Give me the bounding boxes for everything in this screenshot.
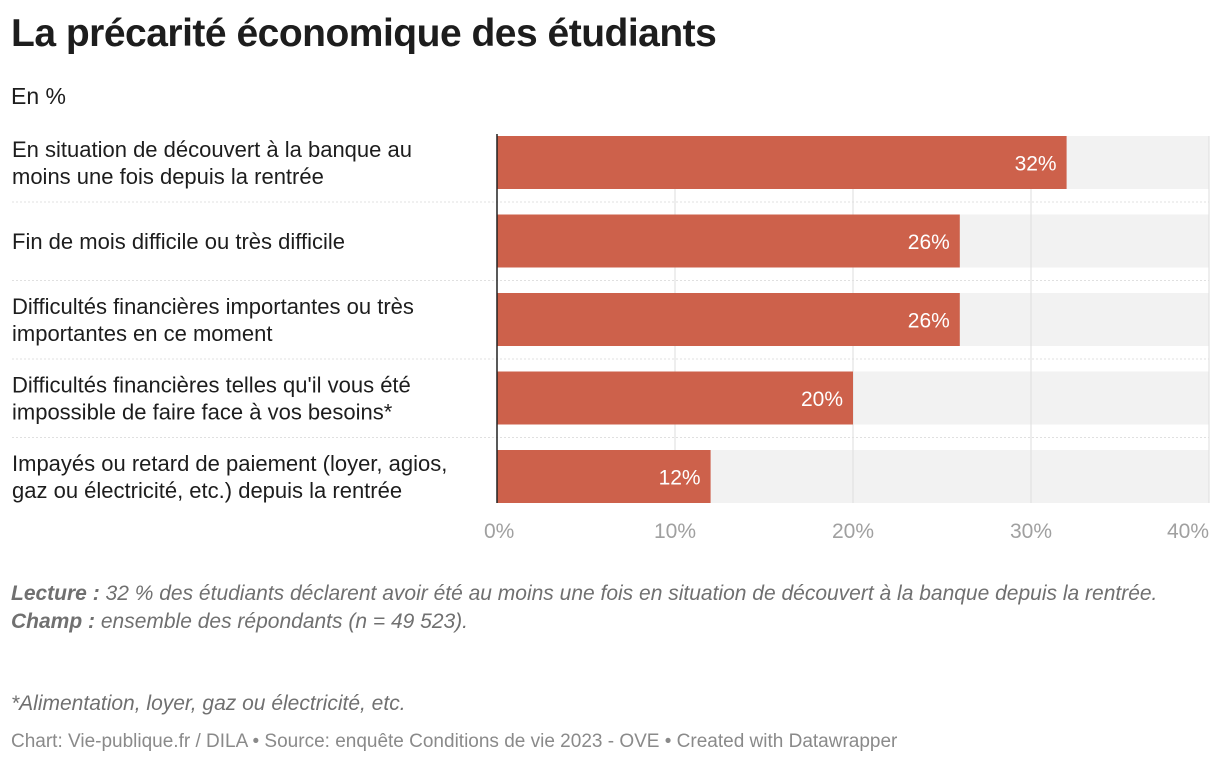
tick-label: 20% [832, 520, 874, 543]
category-label: Impayés ou retard de paiement (loyer, ag… [12, 451, 447, 476]
value-label: 26% [908, 310, 950, 333]
category-label: En situation de découvert à la banque au [12, 137, 412, 162]
bar [497, 450, 711, 503]
lecture-text: 32 % des étudiants déclarent avoir été a… [105, 582, 1158, 605]
category-label: importantes en ce moment [12, 321, 272, 346]
category-label: Difficultés financières importantes ou t… [12, 294, 414, 319]
chart-credit: Chart: Vie-publique.fr / DILA • Source: … [11, 731, 898, 752]
footnote: *Alimentation, loyer, gaz ou électricité… [11, 692, 406, 715]
champ-label: Champ : [11, 610, 95, 633]
tick-label: 40% [1167, 520, 1209, 543]
chart-subtitle: En % [11, 83, 66, 109]
tick-label: 0% [484, 520, 514, 543]
value-label: 12% [659, 467, 701, 490]
category-label: gaz ou électricité, etc.) depuis la rent… [12, 478, 402, 503]
lecture-label: Lecture : [11, 582, 100, 605]
tick-label: 30% [1010, 520, 1052, 543]
bar [497, 293, 960, 346]
bar [497, 136, 1067, 189]
bar [497, 371, 853, 425]
chart-notes: Lecture : 32 % des étudiants déclarent a… [11, 580, 1206, 636]
category-label: Fin de mois difficile ou très difficile [12, 229, 345, 254]
category-label: impossible de faire face à vos besoins* [12, 400, 393, 425]
chart-title: La précarité économique des étudiants [11, 12, 717, 55]
value-label: 32% [1015, 153, 1057, 176]
category-label: moins une fois depuis la rentrée [12, 164, 324, 189]
bar [497, 214, 960, 268]
champ-text: ensemble des répondants (n = 49 523). [100, 610, 469, 633]
value-label: 26% [908, 231, 950, 254]
category-label: Difficultés financières telles qu'il vou… [12, 373, 411, 398]
tick-label: 10% [654, 520, 696, 543]
bar-chart: 32% En situation de découvert à la banque… [12, 134, 1210, 543]
value-label: 20% [801, 388, 843, 411]
